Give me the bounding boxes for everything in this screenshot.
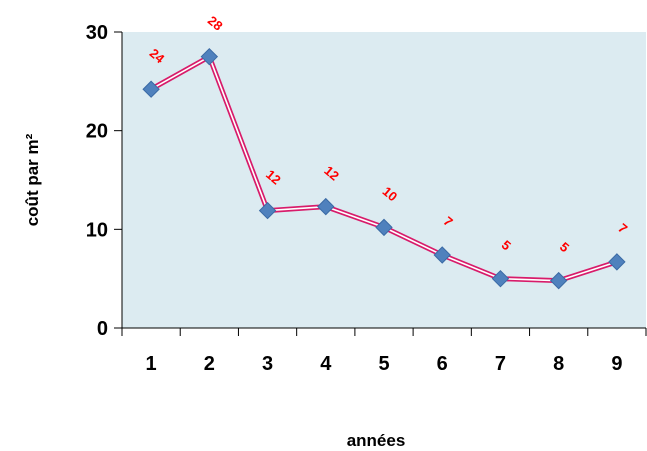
data-point [491,269,510,288]
data-point [200,47,219,66]
y-tick-label: 10 [86,219,108,241]
x-tick-label: 3 [262,353,273,375]
y-axis-title: coût par m² [23,133,42,226]
data-label: 28 [205,13,226,34]
data-point [142,80,160,98]
data-point [549,271,568,290]
data-point [317,197,335,216]
x-tick-label: 2 [204,353,215,375]
data-point [433,246,451,264]
data-point [375,218,393,237]
x-tick-label: 1 [146,353,157,375]
data-point [608,253,626,271]
y-tick-label: 30 [86,22,108,44]
plot-area [122,32,646,328]
series-layer [142,47,626,290]
x-tick-label: 8 [553,353,564,375]
y-tick-label: 20 [86,121,108,143]
x-tick-label: 4 [320,353,332,375]
x-tick-label: 5 [378,353,389,375]
data-point [258,201,277,220]
y-tick-label: 0 [97,318,108,340]
x-tick-label: 6 [437,353,448,375]
axes: 0 10 20 30 1 2 3 4 5 6 7 8 9 [86,22,647,375]
x-axis-title: années [347,431,406,450]
x-tick-label: 9 [611,353,622,375]
x-tick-label: 7 [495,353,506,375]
